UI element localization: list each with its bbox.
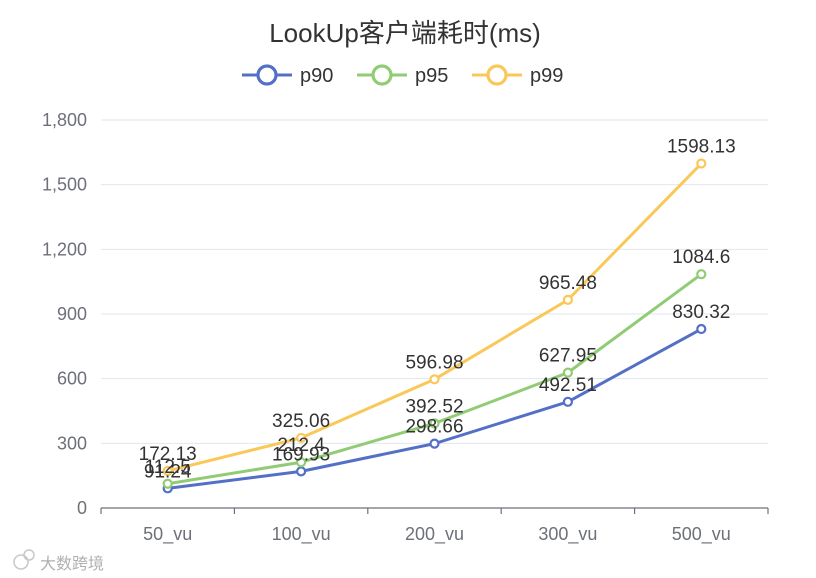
data-label-p90: 91.24 bbox=[144, 461, 192, 482]
watermark: 大数跨境 bbox=[13, 549, 104, 573]
data-point-p99 bbox=[696, 158, 707, 169]
x-tick-label: 500_vu bbox=[672, 524, 731, 545]
cc-logo-icon bbox=[13, 549, 35, 570]
data-point-p90 bbox=[296, 466, 307, 477]
data-label-p90: 298.66 bbox=[405, 417, 463, 438]
data-label-p99: 325.06 bbox=[272, 411, 330, 432]
data-point-p95 bbox=[696, 269, 707, 280]
axes: 0 300 600 900 1,200 1,500 1,800 50_vu 100_vu 200_… bbox=[42, 110, 769, 545]
data-label-p95: 1084.6 bbox=[672, 247, 730, 268]
legend-marker-p99 bbox=[486, 64, 508, 86]
data-label-p95: 212.4 bbox=[277, 435, 325, 456]
data-label-p90: 492.51 bbox=[539, 375, 597, 396]
data-label-p99: 965.48 bbox=[539, 273, 597, 294]
y-tick-label: 0 bbox=[77, 498, 87, 518]
data-point-p99 bbox=[296, 432, 307, 444]
data-label-p99: 1598.13 bbox=[667, 137, 736, 158]
legend-label-p90: p90 bbox=[300, 65, 333, 87]
data-label-p90: 830.32 bbox=[672, 302, 730, 323]
grid-lines bbox=[101, 119, 768, 444]
data-point-p95 bbox=[162, 478, 173, 489]
data-point-p99 bbox=[162, 465, 173, 476]
data-point-p99 bbox=[429, 374, 440, 385]
data-labels: 91.24 169.93 298.66 492.51 830.32 112.5 212.4 3… bbox=[139, 137, 736, 483]
data-label-p95: 627.95 bbox=[539, 346, 597, 367]
data-label-p95: 392.52 bbox=[405, 396, 463, 417]
y-tick-label: 600 bbox=[57, 369, 87, 389]
legend-marker-p95 bbox=[371, 64, 393, 86]
data-label-p90: 169.93 bbox=[272, 444, 330, 465]
chart-title: LookUp客户端耗时(ms) bbox=[269, 18, 541, 48]
data-point-p95 bbox=[429, 418, 440, 429]
legend-label-p95: p95 bbox=[415, 65, 448, 87]
legend-item-p99: p99 bbox=[472, 64, 563, 87]
data-point-p95 bbox=[562, 367, 574, 378]
y-tick-label: 300 bbox=[57, 433, 87, 453]
data-point-p90 bbox=[696, 323, 707, 335]
y-tick-label: 900 bbox=[57, 304, 87, 324]
legend: p90 p95 p99 bbox=[242, 64, 563, 87]
data-label-p99: 172.13 bbox=[139, 444, 197, 465]
legend-item-p90: p90 bbox=[242, 64, 333, 87]
data-point-p90 bbox=[429, 438, 440, 449]
legend-item-p95: p95 bbox=[357, 64, 448, 87]
legend-label-p99: p99 bbox=[530, 65, 563, 87]
y-tick-label: 1,200 bbox=[42, 239, 87, 259]
data-label-p95: 112.5 bbox=[145, 457, 191, 478]
x-tick-label: 100_vu bbox=[272, 524, 331, 545]
data-point-p99 bbox=[562, 294, 574, 305]
legend-marker-p90 bbox=[256, 64, 278, 86]
x-tick-label: 50_vu bbox=[143, 524, 192, 545]
data-point-p95 bbox=[296, 457, 307, 468]
data-label-p99: 596.98 bbox=[405, 352, 463, 373]
y-tick-label: 1,500 bbox=[42, 175, 87, 195]
watermark-text: 大数跨境 bbox=[40, 554, 104, 573]
x-tick-label: 200_vu bbox=[405, 524, 464, 545]
series-lines bbox=[162, 158, 707, 494]
y-tick-label: 1,800 bbox=[42, 110, 87, 130]
x-tick-label: 300_vu bbox=[538, 524, 597, 545]
data-point-p90 bbox=[562, 396, 574, 407]
